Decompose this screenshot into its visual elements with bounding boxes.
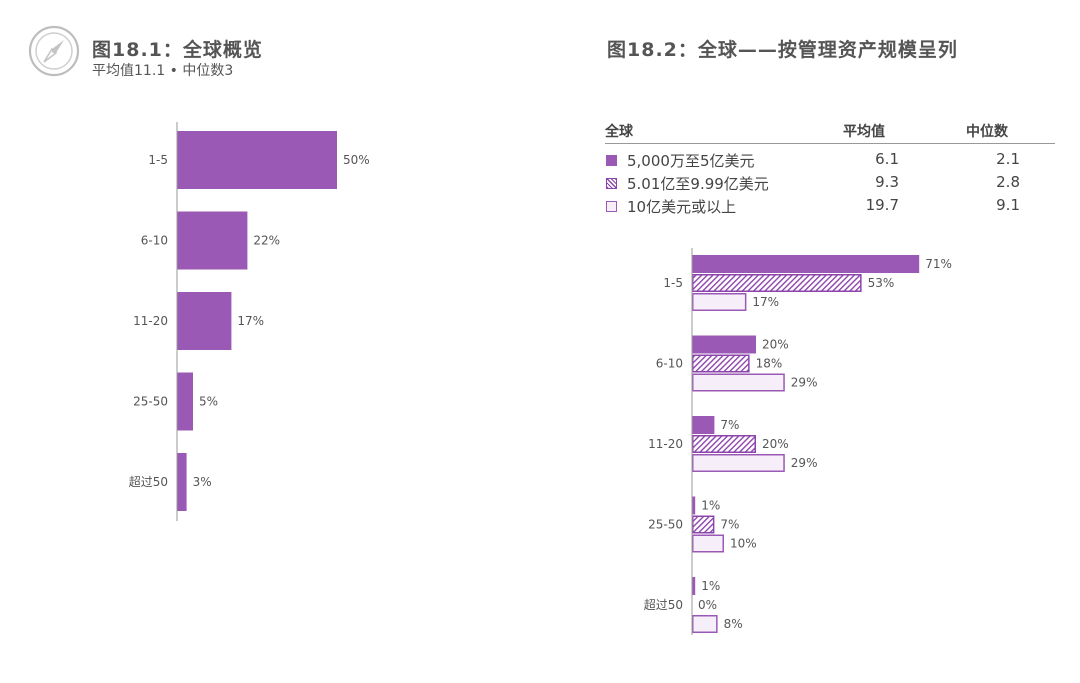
category-label: 1-5 — [663, 276, 683, 290]
category-label: 超过50 — [644, 597, 683, 612]
data-label: 18% — [756, 357, 783, 371]
fig2-legend: 全球 平均值 中位数 5,000万至5亿美元 6.1 2.1 5.01亿至9.9… — [605, 118, 1055, 218]
bar — [692, 454, 785, 472]
data-label: 5% — [199, 395, 218, 409]
data-label: 29% — [791, 456, 818, 470]
bar — [692, 496, 696, 515]
legend-header-mean: 平均值 — [843, 124, 885, 140]
bar — [692, 274, 862, 292]
data-label: 20% — [762, 437, 789, 451]
legend-swatch-solid — [606, 155, 617, 166]
data-label: 53% — [868, 276, 895, 290]
legend-mean: 9.3 — [875, 173, 899, 191]
legend-median: 2.1 — [996, 150, 1020, 168]
category-label: 11-20 — [648, 437, 683, 451]
bar — [692, 335, 756, 354]
bar — [177, 372, 193, 431]
bar — [692, 515, 715, 534]
category-label: 11-20 — [133, 314, 168, 328]
category-label: 超过50 — [129, 474, 168, 489]
data-label: 1% — [701, 579, 720, 593]
bar — [692, 615, 718, 633]
data-label: 0% — [698, 598, 717, 612]
bar — [692, 373, 785, 392]
legend-median: 2.8 — [996, 173, 1020, 191]
fig1-subtitle: 平均值11.1 • 中位数3 — [92, 63, 234, 79]
data-label: 1% — [701, 499, 720, 513]
data-label: 10% — [730, 537, 757, 551]
data-label: 22% — [253, 234, 280, 248]
data-label: 17% — [237, 314, 264, 328]
data-label: 50% — [343, 153, 370, 167]
bar — [692, 435, 756, 453]
bar — [692, 255, 920, 273]
bar — [692, 577, 696, 595]
chart2-svg: 71%53%17%1-520%18%29%6-107%20%29%11-201%… — [644, 248, 952, 635]
legend-header-median: 中位数 — [966, 124, 1008, 140]
data-label: 3% — [193, 475, 212, 489]
legend-header-group: 全球 — [605, 124, 633, 140]
category-label: 25-50 — [133, 395, 168, 409]
bar — [692, 354, 750, 373]
data-label: 71% — [925, 257, 952, 271]
category-label: 1-5 — [148, 153, 168, 167]
bar — [177, 292, 232, 350]
category-label: 6-10 — [141, 234, 168, 248]
legend-median: 9.1 — [996, 196, 1020, 214]
legend-label: 10亿美元或以上 — [627, 198, 737, 216]
data-label: 29% — [791, 376, 818, 390]
bar — [692, 293, 747, 311]
bar — [177, 131, 337, 189]
category-label: 6-10 — [656, 357, 683, 371]
legend-mean: 19.7 — [865, 196, 899, 214]
compass-icon — [28, 25, 80, 77]
fig2-title: 图18.2：全球——按管理资产规模呈列 — [607, 39, 958, 61]
bar — [692, 534, 724, 553]
legend-label: 5,000万至5亿美元 — [627, 152, 755, 170]
chart1-svg: 1-5 50% 6-10 22% 11-20 17% 25-50 5% 超过50 3% — [129, 122, 370, 521]
category-label: 25-50 — [648, 518, 683, 532]
legend-swatch-outline — [606, 201, 617, 212]
bar — [692, 416, 715, 434]
bar — [177, 211, 248, 270]
legend-label: 5.01亿至9.99亿美元 — [627, 175, 769, 193]
data-label: 20% — [762, 338, 789, 352]
legend-swatch-hatch — [606, 178, 617, 189]
data-label: 7% — [720, 518, 739, 532]
legend-divider — [605, 143, 1055, 144]
data-label: 8% — [724, 617, 743, 631]
data-label: 7% — [720, 418, 739, 432]
data-label: 17% — [752, 295, 779, 309]
legend-mean: 6.1 — [875, 150, 899, 168]
bar — [177, 453, 187, 511]
fig1-title: 图18.1：全球概览 — [92, 39, 263, 61]
